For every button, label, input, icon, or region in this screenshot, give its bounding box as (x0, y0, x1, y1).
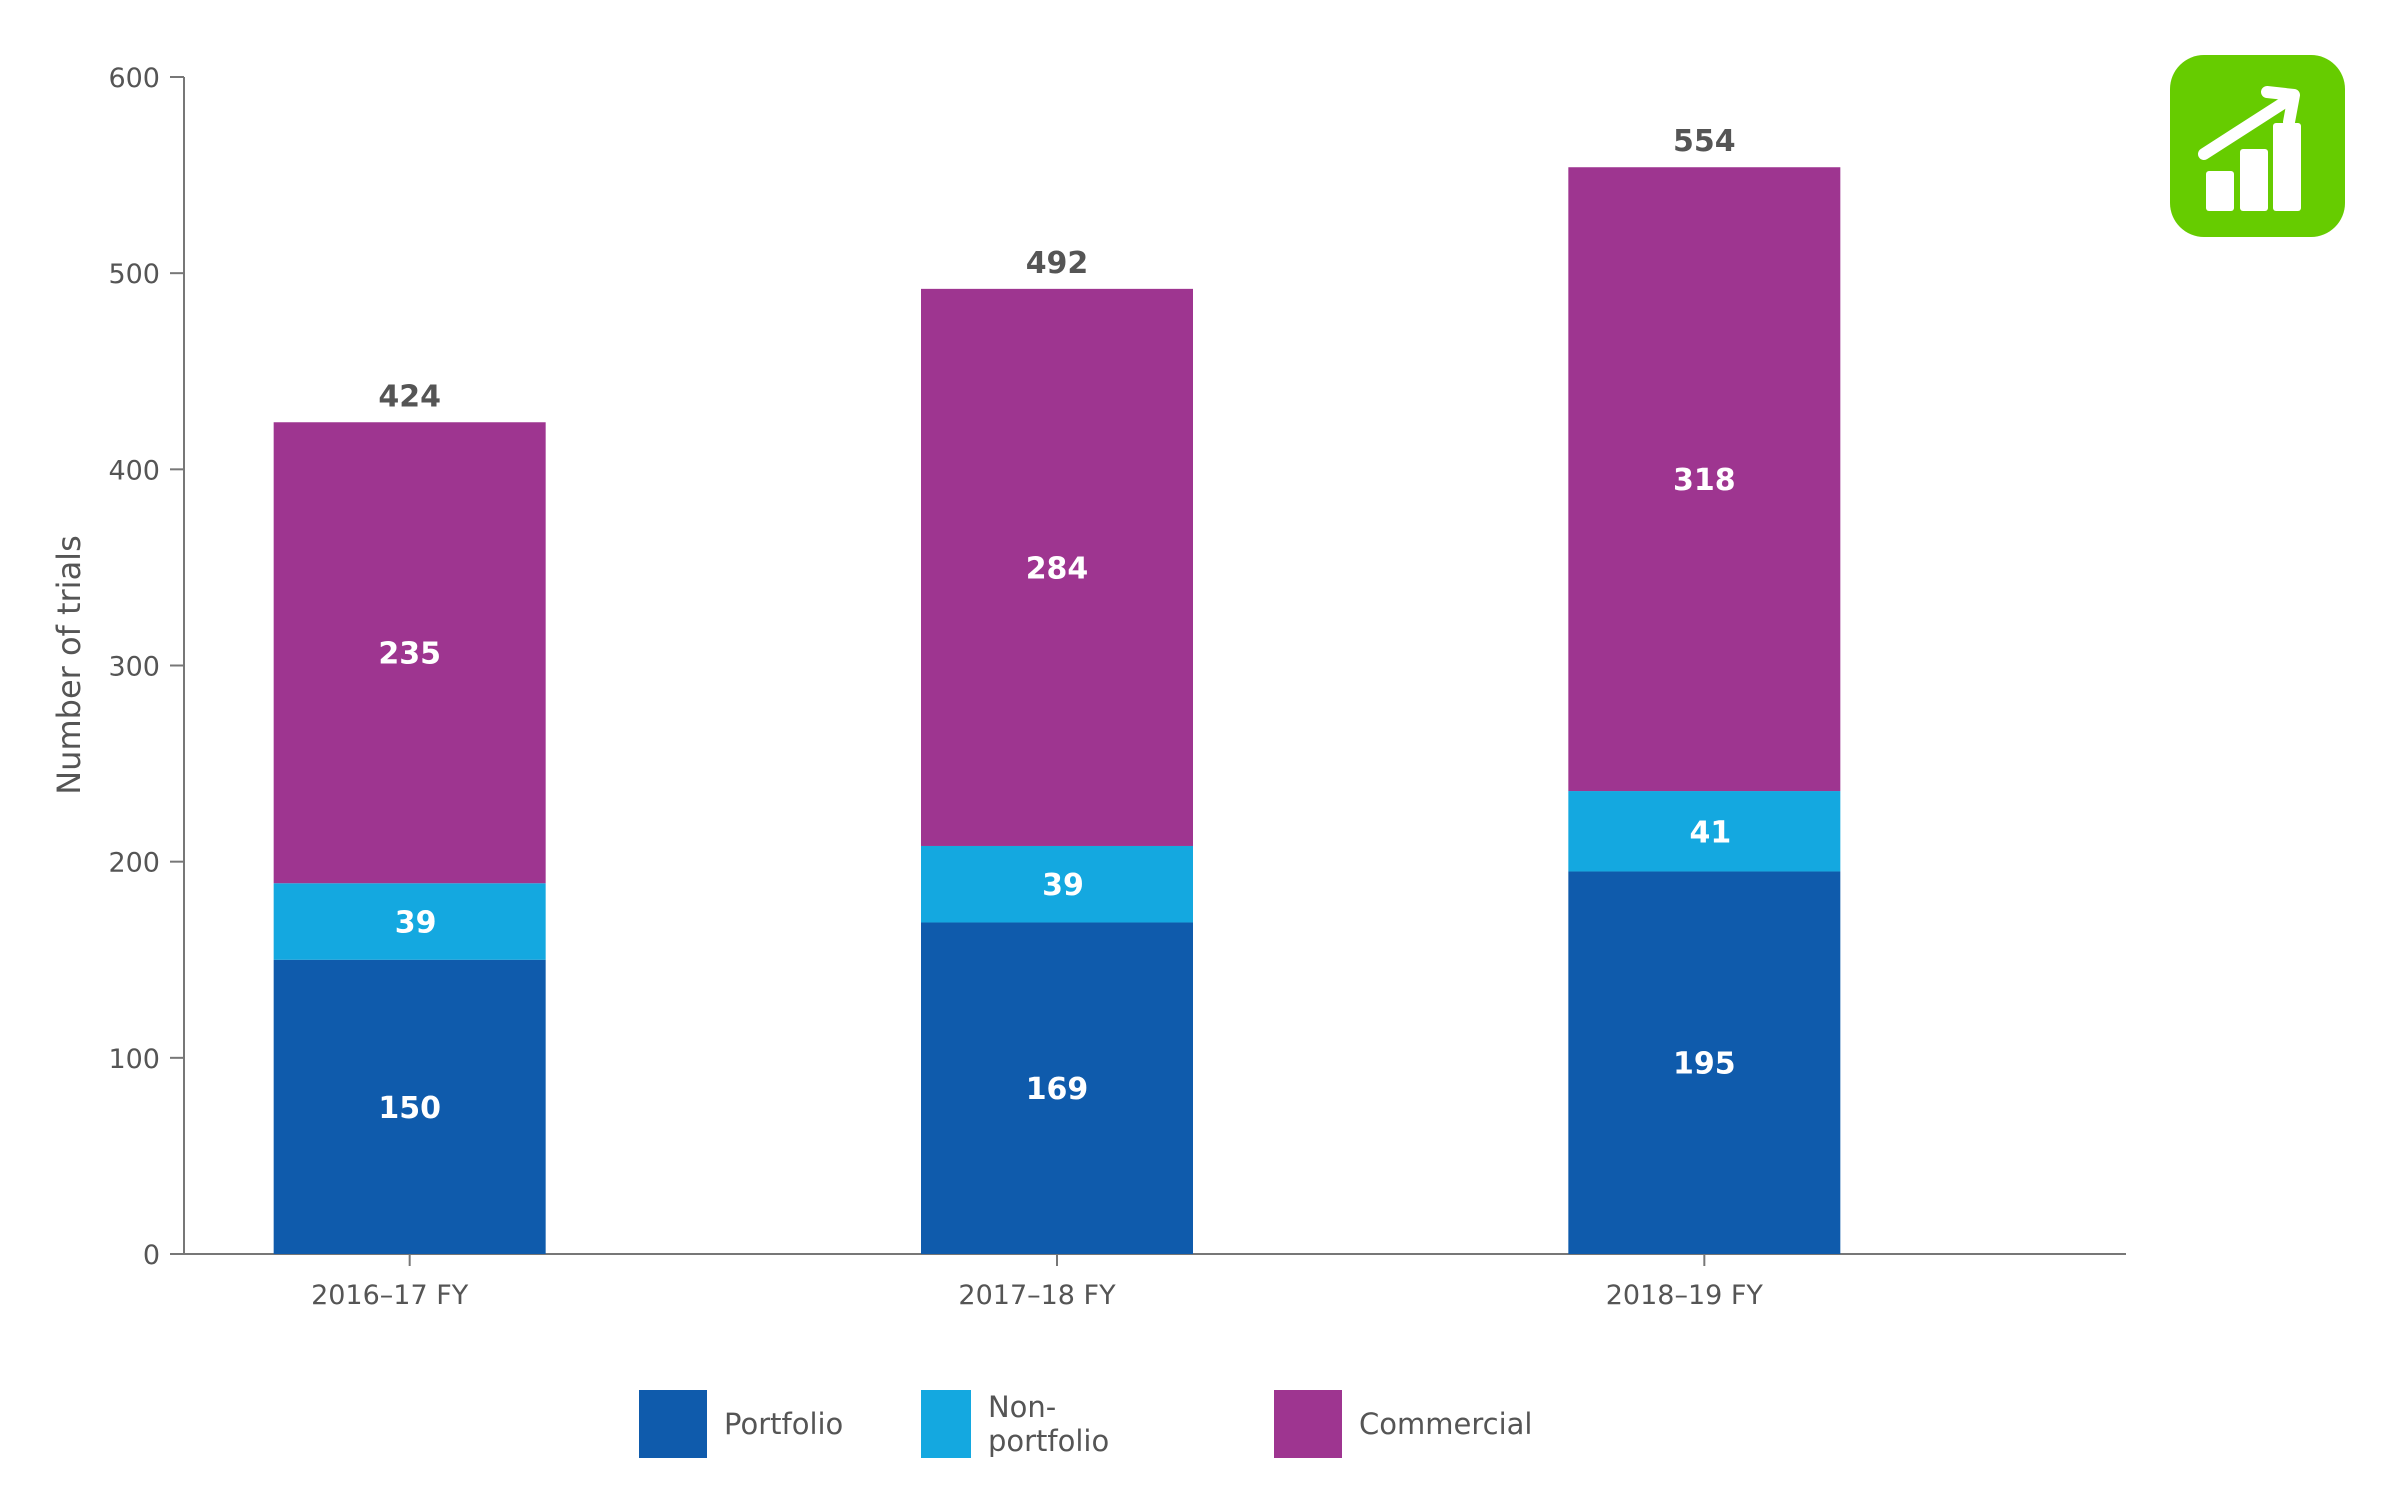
bar-non-portfolio (1568, 791, 1841, 872)
data-label: 235 (378, 637, 441, 672)
bar-non-portfolio (273, 883, 546, 960)
data-label: 169 (1026, 1072, 1089, 1107)
data-label: 284 (1026, 551, 1089, 586)
legend-item-commercial: Commercial (1274, 1390, 1532, 1458)
bar-portfolio (921, 922, 1193, 1254)
data-label: 318 (1673, 463, 1736, 498)
y-tick-label: 200 (108, 848, 160, 879)
total-label: 492 (1026, 246, 1089, 281)
legend-item-portfolio: Portfolio (639, 1390, 843, 1458)
legend-swatch-portfolio (639, 1390, 707, 1458)
legend-item-non-portfolio: Non-portfolio (921, 1390, 1127, 1458)
y-tick-label: 100 (108, 1044, 160, 1075)
y-tick-label: 0 (143, 1240, 160, 1271)
total-label: 424 (378, 379, 441, 414)
legend-label: Portfolio (724, 1407, 844, 1441)
legend-label: Non-portfolio (987, 1390, 1110, 1458)
legend-swatch-non-portfolio (921, 1390, 971, 1458)
y-tick-label: 300 (108, 652, 160, 683)
bar-commercial (273, 422, 546, 884)
y-axis-label: Number of trials (50, 535, 88, 795)
data-label: 150 (378, 1091, 441, 1126)
legend-label: Commercial (1359, 1407, 1533, 1441)
bar-portfolio (1568, 871, 1841, 1254)
bar-portfolio (273, 959, 546, 1254)
x-tick-label: 2016–17 FY (311, 1280, 469, 1311)
growth-chart-icon (2170, 55, 2345, 237)
data-label: 195 (1673, 1047, 1736, 1082)
x-tick-label: 2018–19 FY (1606, 1280, 1764, 1311)
y-tick-label: 400 (108, 455, 160, 486)
y-tick-label: 600 (108, 63, 160, 94)
legend-swatch-commercial (1274, 1390, 1342, 1458)
bar-commercial (921, 288, 1193, 846)
bar-non-portfolio (921, 845, 1193, 923)
data-label: 39 (1042, 868, 1084, 903)
bar-commercial (1568, 167, 1841, 792)
data-label: 39 (395, 905, 437, 940)
bars: 2016–17 FY 150 39 235 424 2017–18 FY 169 39 284 4… (273, 124, 1841, 1311)
y-tick-label: 500 (108, 259, 160, 290)
total-label: 554 (1673, 124, 1736, 159)
data-label: 41 (1689, 815, 1731, 850)
x-tick-label: 2017–18 FY (958, 1280, 1116, 1311)
